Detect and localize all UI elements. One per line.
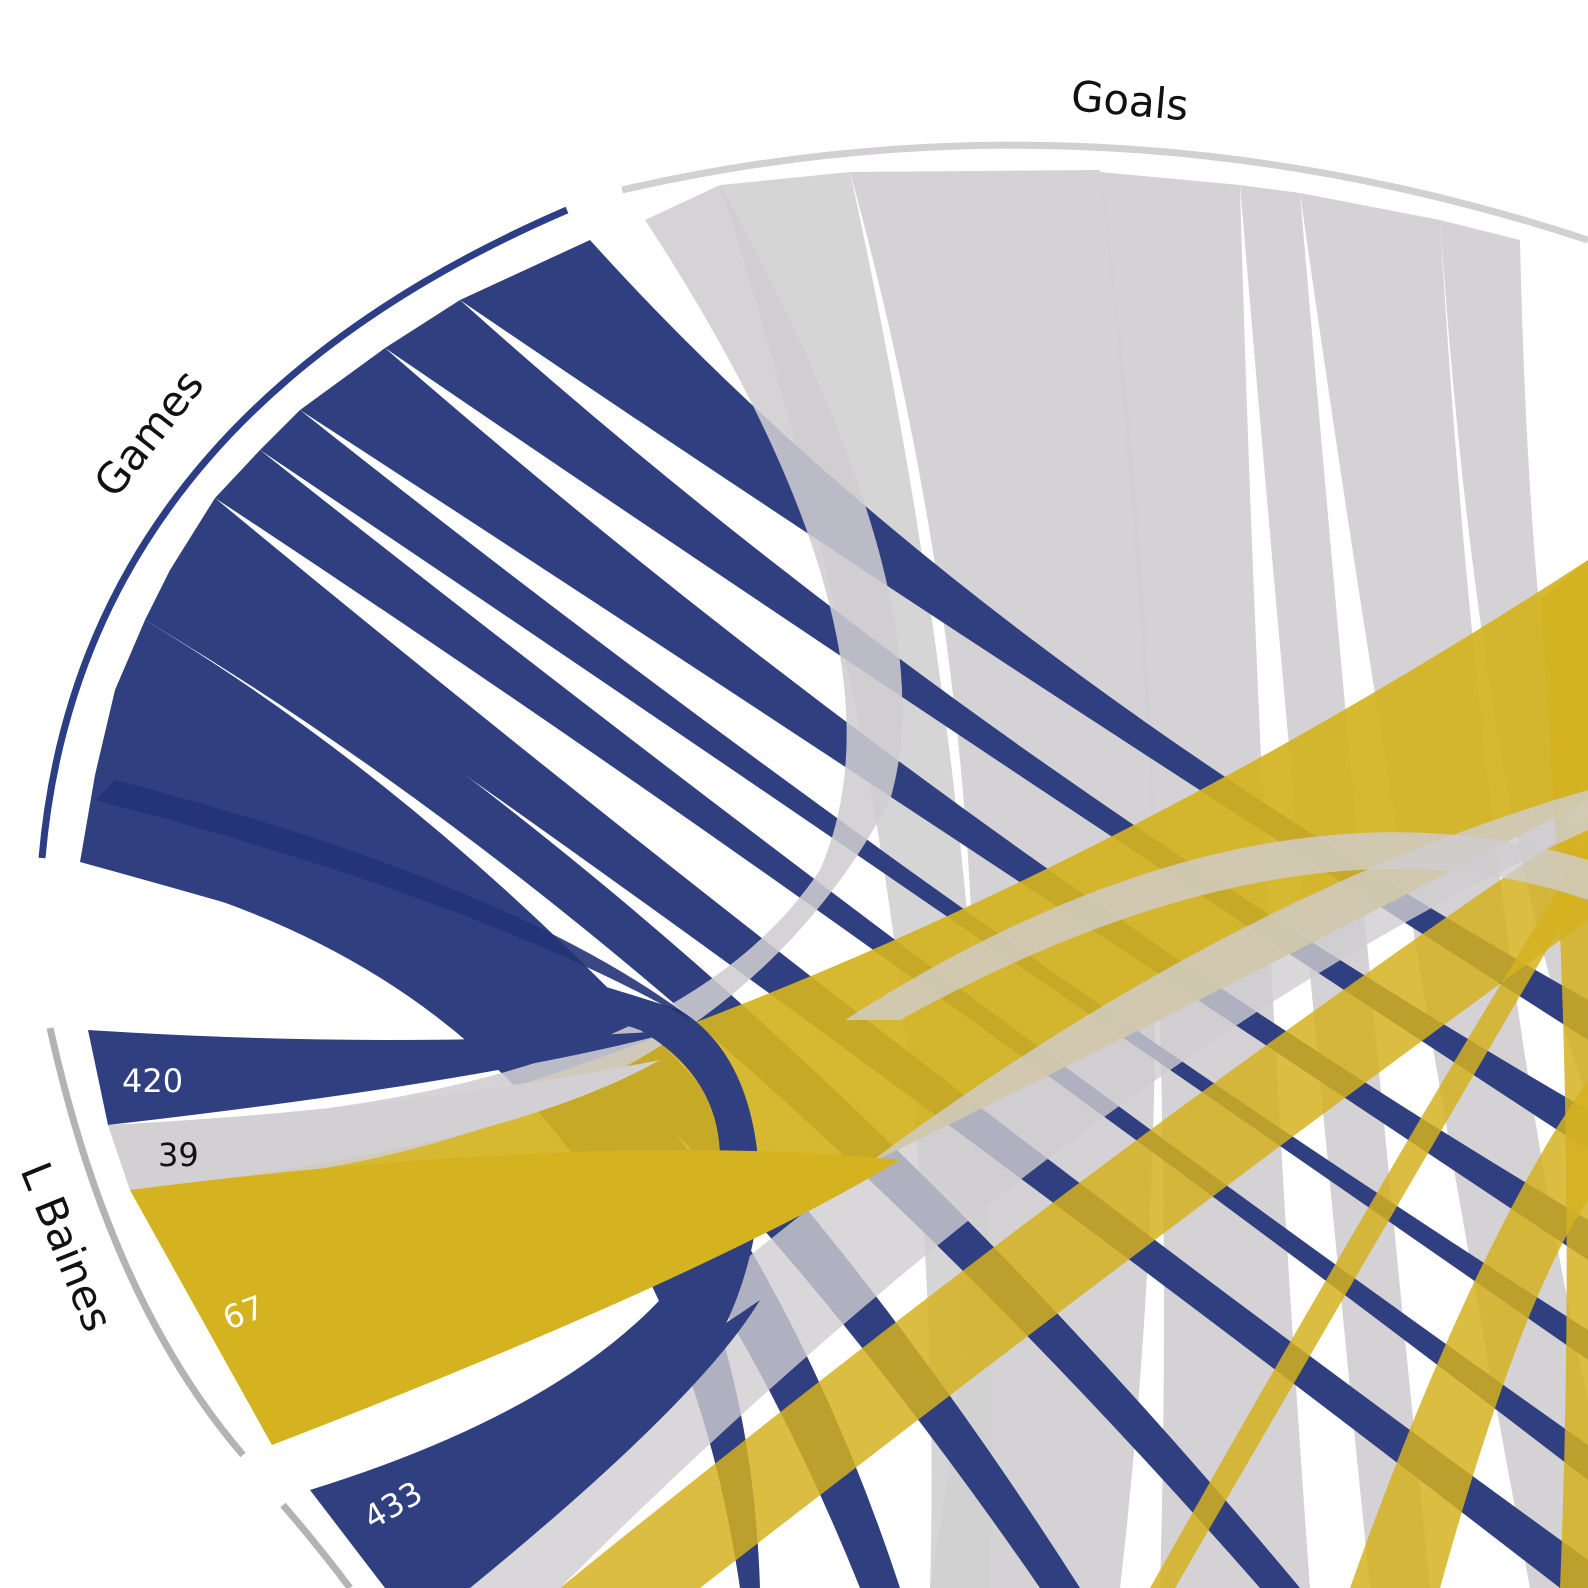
ribbon-games-fan-dark [95,780,690,1020]
outer-arcs [38,141,1588,1588]
ribbon-games-right-3 [300,348,1588,1260]
baines-assists-ribbon [130,1150,900,1445]
ribbon-games-down-3 [95,690,900,1588]
label-goals: Goals [1069,71,1190,130]
arc-goals [621,141,1588,244]
next-player-games-ribbon [310,1300,760,1588]
arc-games [38,206,569,859]
label-l-baines: L Baines [11,1155,123,1338]
baines-games-ribbon [88,1030,680,1125]
ribbon-assists-3 [1150,840,1588,1588]
arc-l-baines [46,1027,246,1458]
arc-next-player [280,1502,353,1588]
ribbon-layer-games-fan [80,780,760,1490]
ribbon-assists-4 [1350,1080,1588,1588]
ribbon-assists-2 [560,820,1588,1588]
ribbon-layer-baines [88,1030,900,1588]
value-label-baines-games: 420 [122,1062,183,1100]
ribbon-games-down-2 [115,620,1080,1588]
ribbon-goals-cross-2 [845,832,1588,1020]
baines-goals-ribbon [108,1060,660,1190]
label-games: Games [84,360,213,506]
value-label-baines-goals: 39 [158,1136,199,1174]
ribbon-games-down-1 [145,570,1300,1588]
